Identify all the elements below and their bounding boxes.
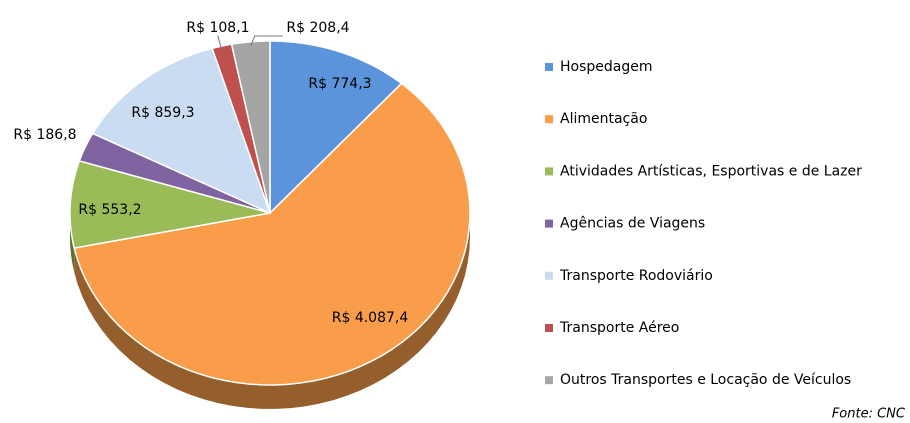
- leader-line: [250, 35, 283, 46]
- pie-slice: [269, 40, 403, 215]
- data-label: R$ 553,2: [78, 202, 141, 218]
- legend-swatch: [545, 115, 553, 124]
- pie-slice-side: [70, 213, 75, 273]
- pie-slice: [230, 40, 271, 214]
- legend-swatch: [545, 271, 553, 280]
- legend-swatch: [545, 219, 553, 228]
- data-label: R$ 859,3: [131, 105, 194, 121]
- data-label: R$ 108,1: [186, 20, 249, 36]
- legend-label: Outros Transportes e Locação de Veículos: [560, 372, 851, 388]
- legend-label: Transporte Aéreo: [559, 320, 679, 336]
- legend-label: Agências de Viagens: [560, 216, 705, 232]
- pie-slice: [73, 82, 471, 386]
- legend-label: Hospedagem: [560, 59, 653, 75]
- legend-label: Transporte Rodoviário: [559, 268, 713, 284]
- legend-swatch: [545, 376, 553, 385]
- data-label: R$ 186,8: [13, 127, 76, 143]
- legend-swatch: [545, 324, 553, 332]
- pie-slice: [78, 132, 271, 214]
- pie-slice: [91, 47, 272, 215]
- legend-swatch: [545, 63, 553, 71]
- data-label: R$ 774,3: [308, 76, 371, 92]
- legend-label: Atividades Artísticas, Esportivas e de L…: [560, 163, 862, 179]
- data-label: R$ 4.087,4: [332, 310, 409, 326]
- legend-label: Alimentação: [560, 111, 647, 127]
- leader-line: [217, 35, 223, 51]
- legend-swatch: [545, 167, 553, 176]
- data-label: R$ 208,4: [286, 20, 349, 36]
- pie-slice: [69, 160, 271, 249]
- source-note: Fonte: CNC: [832, 407, 906, 422]
- pie-slice: [211, 43, 271, 214]
